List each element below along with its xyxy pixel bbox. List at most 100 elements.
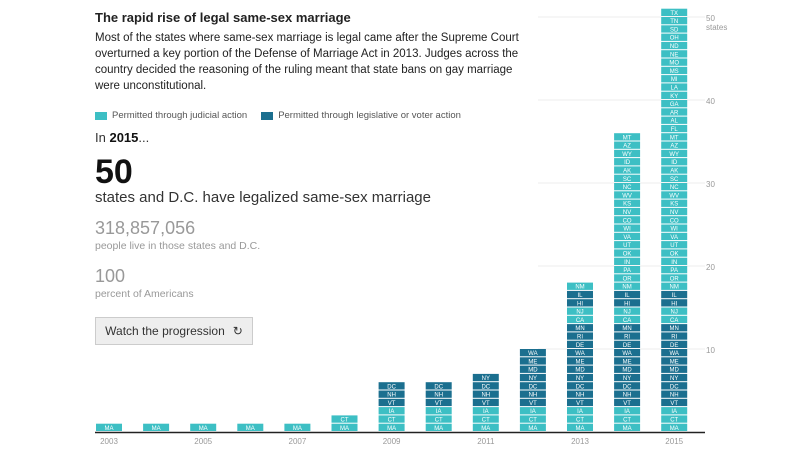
y-tick-label: 50	[706, 14, 715, 23]
y-unit-label: states	[706, 23, 727, 32]
bar-segment	[614, 373, 641, 382]
bar-segment	[661, 8, 688, 16]
bar-segment-label: WA	[528, 351, 537, 357]
bar-segment	[425, 407, 452, 415]
bar-segment	[519, 373, 546, 382]
bar-segment-label: AL	[671, 119, 679, 125]
bar-segment-label: IN	[671, 260, 677, 266]
bar-segment-label: ID	[624, 160, 631, 166]
bar-segment	[661, 365, 688, 373]
bar-segment-label: RI	[577, 335, 583, 341]
state-count-label: states and D.C. have legalized same-sex …	[95, 189, 431, 206]
bar-segment-label: DC	[387, 384, 396, 390]
bar-segment-label: KS	[670, 202, 678, 208]
bar-stack: MA CT	[331, 415, 358, 432]
bar-segment	[661, 91, 688, 99]
bar-segment-label: WV	[622, 193, 632, 199]
x-tick-label: 2003	[100, 437, 118, 446]
bar-segment	[661, 133, 688, 141]
bar-segment	[614, 398, 641, 407]
bar-segment	[614, 183, 641, 191]
bar-segment-label: TX	[670, 11, 678, 17]
bar-segment	[661, 216, 688, 224]
bar-segment-label: NJ	[623, 310, 630, 316]
bar-segment-label: DC	[576, 384, 585, 390]
bar-segment	[614, 266, 641, 274]
bar-segment	[661, 66, 688, 75]
bar-segment	[614, 307, 641, 315]
x-tick-label: 2011	[477, 437, 495, 446]
bar-segment-label: DC	[529, 384, 538, 390]
bar-segment-label: CO	[623, 218, 632, 224]
bar-segment-label: NC	[670, 185, 679, 191]
bar-segment	[661, 33, 688, 41]
bar-segment-label: VT	[388, 401, 396, 407]
bar-segment	[614, 249, 641, 257]
bar-segment-label: NY	[623, 376, 631, 382]
bar-segment-label: NY	[670, 376, 678, 382]
bar-segment	[614, 290, 641, 299]
bar-segment-label: CO	[670, 218, 679, 224]
bar-segment-label: IA	[671, 409, 677, 415]
bar-segment-label: IN	[624, 260, 630, 266]
bar-segment-label: CA	[623, 318, 631, 324]
bar-segment	[567, 299, 593, 307]
bar-segment-label: OH	[670, 36, 679, 42]
bar-stack: MA	[237, 423, 264, 432]
bar-segment-label: NV	[623, 210, 631, 216]
bar-segment-label: VT	[482, 401, 490, 407]
bar-segment-label: MD	[622, 368, 632, 374]
legend-label-legislative: Permitted through legislative or voter a…	[278, 110, 461, 121]
bar-segment	[614, 299, 641, 307]
judicial-swatch	[95, 111, 107, 120]
bar-segment-label: MA	[434, 426, 443, 432]
bar-segment-label: MA	[293, 426, 302, 432]
legend: Permitted through judicial action Permit…	[95, 110, 535, 121]
bar-segment-label: MT	[670, 135, 679, 141]
bar-segment-label: IA	[577, 409, 583, 415]
bar-segment	[614, 349, 641, 357]
bar-segment-label: TN	[670, 19, 678, 25]
bar-segment-label: MA	[152, 426, 161, 432]
bar-segment-label: VT	[670, 401, 678, 407]
bar-segment	[331, 415, 358, 423]
y-tick-label: 20	[706, 263, 715, 272]
bar-segment-label: ND	[670, 44, 679, 50]
bar-segment-label: HI	[577, 301, 583, 307]
bar-segment-label: MS	[670, 69, 679, 75]
bar-segment	[143, 423, 170, 431]
bar-segment-label: CA	[670, 318, 678, 324]
bar-segment	[472, 398, 499, 407]
bar-segment	[661, 324, 688, 332]
bar-segment	[614, 365, 641, 373]
percent-label: percent of Americans	[95, 288, 194, 300]
bar-segment-label: DC	[481, 384, 490, 390]
bar-segment	[519, 423, 546, 431]
bar-segment	[614, 423, 641, 431]
bar-segment-label: IA	[389, 409, 395, 415]
bar-segment	[425, 390, 452, 398]
bar-segment-label: VT	[576, 401, 584, 407]
legislative-swatch	[261, 111, 274, 120]
page-title: The rapid rise of legal same-sex marriag…	[95, 10, 351, 25]
bar-segment	[661, 241, 688, 249]
bar-segment	[614, 149, 641, 158]
bar-segment-label: DC	[670, 384, 679, 390]
bar-segment-label: LA	[671, 86, 678, 92]
bar-segment-label: VT	[529, 401, 537, 407]
bar-segment-label: ID	[671, 160, 678, 166]
bar-segment	[425, 398, 452, 407]
bar-segment-label: IA	[436, 409, 442, 415]
watch-progression-button[interactable]: Watch the progression ↻	[95, 317, 253, 345]
bar-segment-label: WA	[669, 351, 678, 357]
bar-segment-label: CT	[435, 418, 443, 424]
bar-segment	[614, 207, 641, 216]
bar-segment-label: MN	[622, 326, 631, 332]
bar-stack: MA	[96, 423, 122, 432]
bar-segment	[661, 116, 688, 124]
bar-segment	[614, 166, 641, 174]
bar-segment	[378, 390, 405, 398]
bar-segment	[614, 340, 641, 348]
watch-progression-label: Watch the progression	[105, 324, 225, 338]
